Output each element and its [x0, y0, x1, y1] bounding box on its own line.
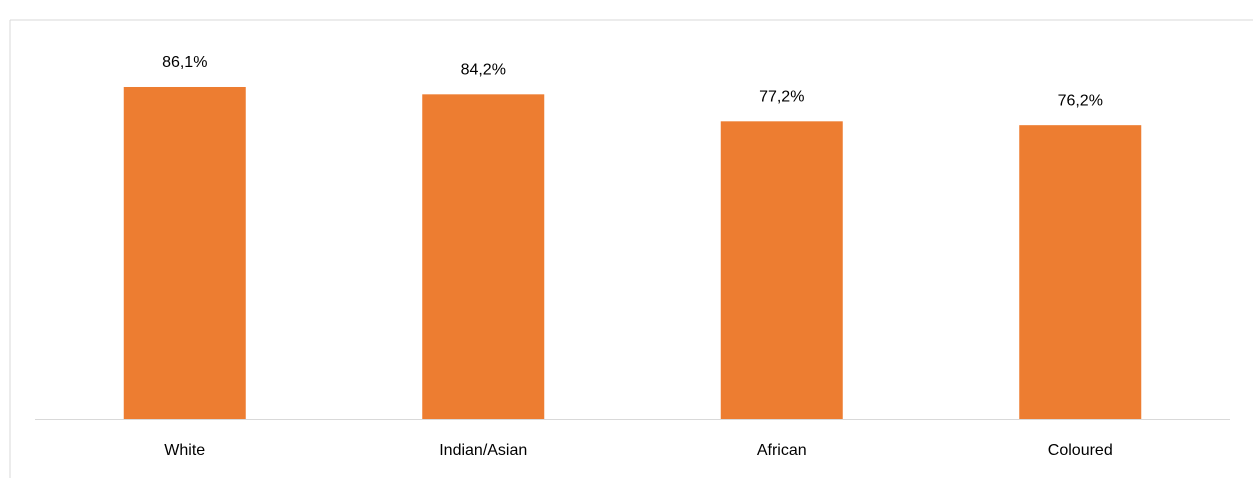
bar	[123, 86, 246, 419]
x-tick-label: African	[757, 442, 807, 459]
value-label: 76,2%	[1058, 92, 1103, 109]
x-tick-label: Coloured	[1048, 442, 1113, 459]
bar	[1019, 125, 1142, 420]
bar	[720, 121, 843, 419]
value-label: 86,1%	[162, 54, 207, 71]
bar	[422, 94, 545, 419]
x-tick-label: Indian/Asian	[439, 442, 527, 459]
value-label: 84,2%	[461, 62, 506, 79]
value-label: 77,2%	[759, 89, 804, 106]
x-tick-label: White	[164, 442, 205, 459]
